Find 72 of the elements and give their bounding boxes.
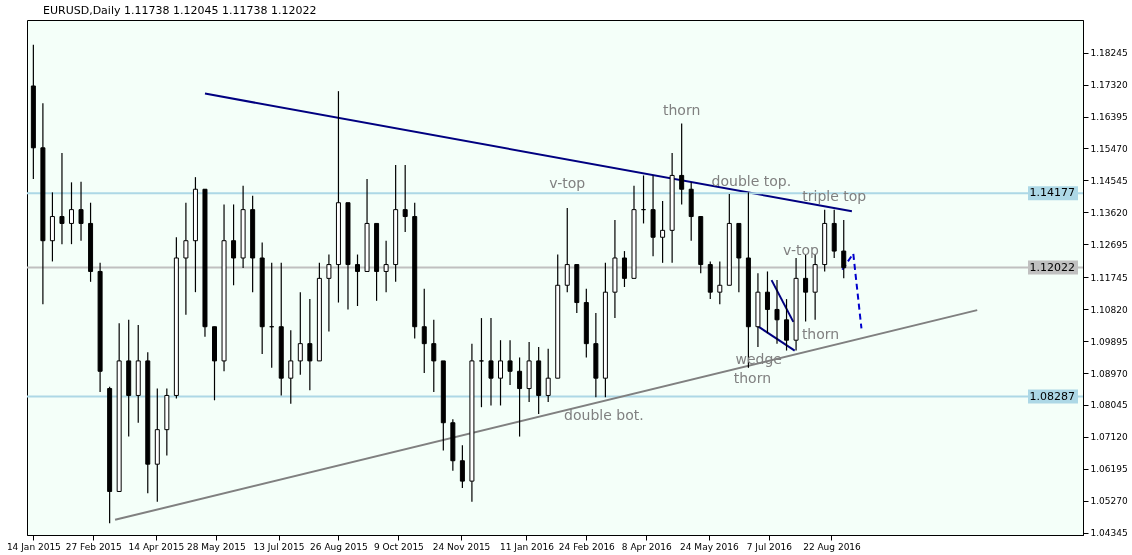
ref-line-label: 1.08287 xyxy=(1029,389,1075,403)
x-tick-label: 27 Feb 2015 xyxy=(65,541,122,552)
x-tick-label: 14 Apr 2015 xyxy=(128,541,185,552)
x-tick-label: 7 Jul 2016 xyxy=(746,541,793,552)
annotation: thorn xyxy=(801,325,840,342)
candlestick xyxy=(307,298,313,391)
y-tick-label: 1.14545 xyxy=(1090,175,1128,186)
x-tick-label: 8 Apr 2016 xyxy=(621,541,672,552)
x-tick-label: 24 Nov 2015 xyxy=(432,541,491,552)
candlestick xyxy=(69,181,74,245)
y-tick-label: 1.09895 xyxy=(1090,336,1128,347)
annotation: triple top xyxy=(802,188,867,205)
y-tick-label: 1.04345 xyxy=(1090,528,1128,539)
candlestick xyxy=(231,203,237,286)
y-tick-label: 1.16395 xyxy=(1090,112,1128,123)
annotation: double top. xyxy=(711,173,792,190)
y-tick-label: 1.08045 xyxy=(1090,400,1128,411)
candlestick xyxy=(355,253,361,307)
candlestick xyxy=(679,123,685,206)
annotation: thorn xyxy=(663,101,701,118)
candlestick xyxy=(431,319,437,393)
y-tick-label: 1.18245 xyxy=(1090,48,1128,59)
x-tick-label: 9 Oct 2015 xyxy=(373,541,424,552)
candlestick xyxy=(326,253,332,333)
chart-title: EURUSD,Daily 1.11738 1.12045 1.11738 1.12022 xyxy=(43,4,317,17)
candlestick xyxy=(774,279,780,345)
candlestick xyxy=(784,298,790,352)
ref-line-label: 1.14177 xyxy=(1029,186,1075,200)
candlestick xyxy=(288,329,294,405)
annotation: double bot. xyxy=(564,407,644,424)
candlestick xyxy=(507,339,513,386)
y-tick-label: 1.10820 xyxy=(1090,304,1128,315)
candlestick xyxy=(841,219,847,279)
annotation: v-top xyxy=(549,174,586,191)
y-tick-label: 1.13620 xyxy=(1090,207,1128,218)
y-tick-label: 1.05270 xyxy=(1090,496,1128,507)
x-tick-label: 22 Aug 2016 xyxy=(803,541,862,552)
y-tick-label: 1.15470 xyxy=(1090,143,1128,154)
y-tick-label: 1.07120 xyxy=(1090,432,1128,443)
candlestick xyxy=(421,288,427,374)
annotation: v-top xyxy=(783,242,820,259)
candlestick xyxy=(498,339,504,407)
candlestick xyxy=(183,202,189,316)
x-tick-label: 24 Feb 2016 xyxy=(558,541,616,552)
y-tick-label: 1.11745 xyxy=(1090,272,1128,283)
ref-line-label: 1.12022 xyxy=(1029,260,1075,274)
x-tick-label: 24 May 2016 xyxy=(680,541,740,552)
candlestick xyxy=(545,348,551,403)
candlestick xyxy=(78,181,84,242)
candlestick xyxy=(459,444,465,489)
candlestick xyxy=(517,356,523,438)
x-tick-label: 11 Jan 2016 xyxy=(499,541,555,552)
candlestick xyxy=(660,200,666,264)
candlestick xyxy=(297,291,303,376)
x-tick-label: 13 Jul 2015 xyxy=(253,541,305,552)
candlestick xyxy=(488,317,494,407)
candlestick xyxy=(717,260,723,305)
x-tick-label: 26 Aug 2015 xyxy=(310,541,368,552)
y-tick-label: 1.08970 xyxy=(1090,368,1128,379)
y-tick-label: 1.06195 xyxy=(1090,464,1128,475)
x-tick-label: 28 May 2015 xyxy=(187,541,246,552)
candlestick xyxy=(402,164,408,233)
x-tick-label: 14 Jan 2015 xyxy=(6,541,61,552)
candlestick xyxy=(478,317,484,408)
candlestick xyxy=(59,152,65,245)
candlestick xyxy=(764,270,770,334)
annotation: thorn xyxy=(733,369,772,386)
candlestick xyxy=(621,250,627,288)
candlestick xyxy=(383,240,389,293)
y-tick-label: 1.12695 xyxy=(1090,239,1128,250)
candlestick xyxy=(564,207,570,293)
y-tick-label: 1.17320 xyxy=(1090,80,1128,91)
